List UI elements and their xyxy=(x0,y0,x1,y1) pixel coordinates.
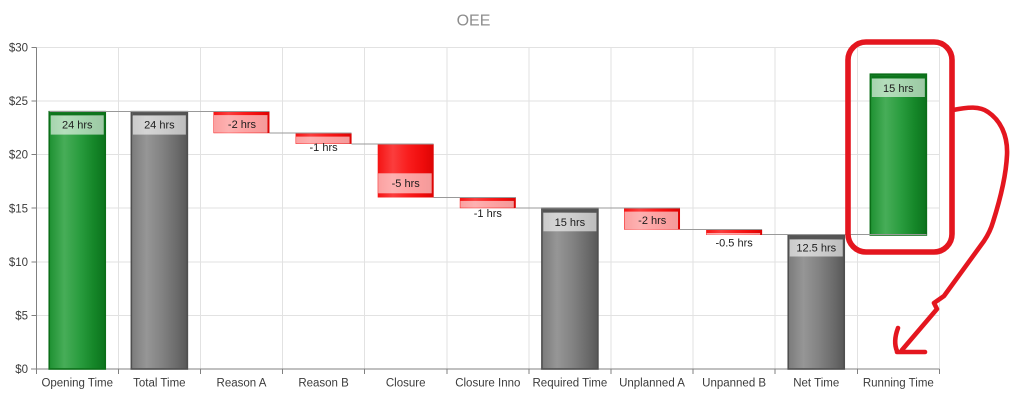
svg-text:-1 hrs: -1 hrs xyxy=(310,142,339,154)
svg-text:Total Time: Total Time xyxy=(133,378,185,390)
svg-text:$20: $20 xyxy=(9,150,28,162)
svg-text:Net Time: Net Time xyxy=(793,378,839,390)
svg-text:$0: $0 xyxy=(15,364,28,376)
svg-text:-0.5 hrs: -0.5 hrs xyxy=(715,238,753,250)
svg-text:Closure: Closure xyxy=(386,378,426,390)
svg-text:-5 hrs: -5 hrs xyxy=(392,178,421,190)
svg-text:15 hrs: 15 hrs xyxy=(883,83,914,95)
svg-text:Closure Inno: Closure Inno xyxy=(455,378,520,390)
svg-text:-2 hrs: -2 hrs xyxy=(638,215,667,227)
svg-text:Unplanned A: Unplanned A xyxy=(619,378,685,390)
svg-text:Reason B: Reason B xyxy=(298,378,349,390)
svg-text:15 hrs: 15 hrs xyxy=(555,217,586,229)
svg-text:OEE: OEE xyxy=(457,13,491,30)
svg-text:Unpanned B: Unpanned B xyxy=(702,378,766,390)
svg-text:Running Time: Running Time xyxy=(863,378,934,390)
svg-text:$15: $15 xyxy=(9,203,28,215)
svg-text:$25: $25 xyxy=(9,96,28,108)
svg-text:Required Time: Required Time xyxy=(533,378,608,390)
svg-text:24 hrs: 24 hrs xyxy=(62,120,93,132)
svg-text:$30: $30 xyxy=(9,43,28,55)
svg-text:Reason A: Reason A xyxy=(217,378,267,390)
svg-text:24 hrs: 24 hrs xyxy=(144,120,175,132)
svg-text:12.5 hrs: 12.5 hrs xyxy=(796,243,836,255)
svg-text:Opening Time: Opening Time xyxy=(41,378,113,390)
svg-text:-1 hrs: -1 hrs xyxy=(474,208,503,220)
svg-text:$5: $5 xyxy=(15,311,28,323)
svg-text:$10: $10 xyxy=(9,257,28,269)
svg-text:-2 hrs: -2 hrs xyxy=(228,119,257,131)
